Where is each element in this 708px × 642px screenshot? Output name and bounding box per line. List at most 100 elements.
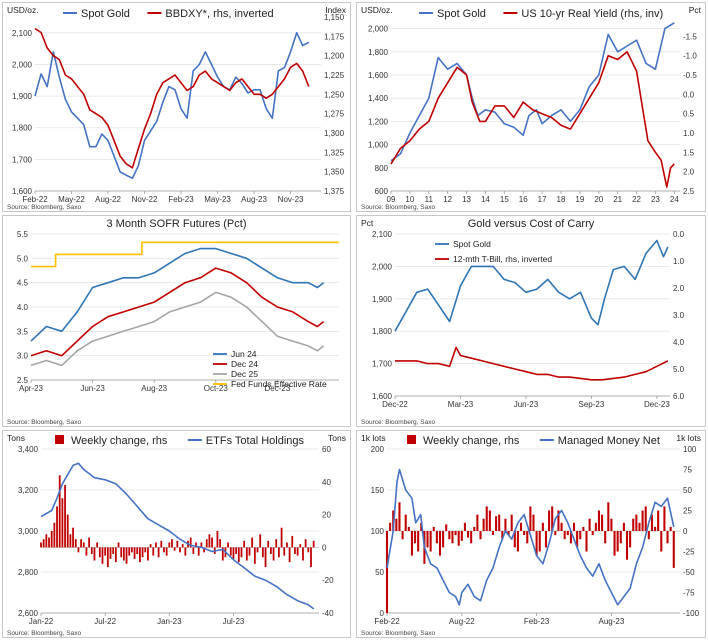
chart-title: 3 Month SOFR Futures (Pct)	[107, 218, 247, 230]
y-left-tick-label: 1,900	[372, 295, 393, 304]
y-left-tick-label: 3.0	[17, 352, 29, 361]
bar	[438, 531, 442, 556]
bar	[227, 542, 230, 548]
bar	[82, 542, 85, 548]
chart-svg: 0 50 100 150 200 -100 -75 -50 -25 0 25 50 75 100 Feb-2…	[361, 433, 701, 637]
chart-svg: 600 800 1,000 1,200 1,400 1,600 1,800 2,000 -1.5…	[361, 5, 702, 211]
legend-label: Managed Money Net	[558, 435, 660, 447]
bar	[544, 531, 548, 548]
y-right-tick-label: -20	[322, 576, 334, 585]
chart-panel-4: 1,600 1,700 1,800 1,900 2,000 2,100 0.0 1.0 2.0 3…	[356, 215, 706, 427]
chart-svg: 2,600 2,800 3,000 3,200 3,400 -40 -20 0 20 40 60 Ja…	[7, 433, 346, 637]
bar	[426, 531, 429, 548]
bar	[144, 547, 147, 553]
bar	[519, 522, 523, 531]
bar	[48, 537, 50, 548]
x-tick-label: Aug-23	[599, 617, 625, 626]
bar	[74, 539, 77, 548]
bar	[647, 531, 650, 540]
bar	[117, 542, 120, 548]
x-tick-label: Aug-23	[141, 384, 167, 393]
bar	[195, 542, 197, 548]
bar	[417, 531, 420, 552]
x-tick-label: Jun-23	[514, 400, 539, 409]
y-right-tick-label: -25	[683, 548, 695, 557]
bar	[644, 506, 647, 531]
bar	[85, 547, 88, 556]
y-right-tick-label: 1,275	[324, 110, 345, 119]
bar	[163, 547, 165, 553]
bar	[251, 537, 254, 548]
bar	[157, 547, 160, 558]
x-tick-label: Aug-22	[449, 617, 475, 626]
bar	[69, 534, 72, 548]
chart-panel-2: 600 800 1,000 1,200 1,400 1,600 1,800 2,000 -1.5…	[356, 2, 706, 212]
chart-panel-1: 1,600 1,700 1,800 1,900 2,000 2,100 1,150 1,175…	[2, 2, 351, 212]
y-left-tick-label: 3,000	[18, 527, 39, 536]
y-right-tick-label: -100	[683, 609, 700, 618]
y-right-tick-label: 2.0	[673, 284, 685, 293]
bar	[395, 518, 398, 531]
legend-swatch	[55, 435, 64, 444]
x-tick-label: Dec-22	[382, 400, 408, 409]
bar	[259, 534, 262, 548]
x-tick-label: 10	[405, 195, 414, 204]
bar	[109, 547, 112, 559]
bar	[501, 531, 504, 540]
right-axis-unit: 1k lots	[676, 433, 701, 443]
bar	[77, 547, 80, 553]
y-right-tick-label: 1,250	[324, 90, 345, 99]
x-tick-label: 21	[613, 195, 622, 204]
bar	[445, 524, 448, 531]
chart-title: Gold versus Cost of Carry	[468, 218, 595, 230]
source-note: Source: Bloomberg, Saxo	[7, 419, 81, 426]
bar	[299, 544, 302, 548]
x-tick-label: 17	[538, 195, 547, 204]
series-line	[31, 241, 339, 268]
legend-label: Weekly change, rhs	[71, 435, 168, 447]
bar	[267, 540, 270, 548]
bar	[557, 510, 560, 531]
bar	[197, 547, 200, 556]
y-left-tick-label: 200	[371, 445, 385, 454]
series-line	[390, 22, 675, 162]
bar	[597, 510, 600, 531]
bar	[53, 522, 56, 548]
bar	[401, 531, 404, 540]
bar	[563, 531, 566, 540]
bar	[269, 547, 272, 554]
bar	[66, 514, 69, 548]
x-tick-label: Apr-23	[19, 384, 44, 393]
bar	[604, 531, 607, 544]
bar	[625, 531, 629, 560]
y-right-tick-label: 50	[683, 486, 692, 495]
x-tick-label: 09	[387, 195, 396, 204]
y-left-tick-label: 1,400	[368, 94, 389, 103]
bar	[572, 522, 576, 531]
bar	[410, 531, 413, 556]
bar	[278, 547, 280, 558]
bar	[498, 514, 501, 531]
x-tick-label: 16	[519, 195, 528, 204]
bar	[192, 547, 195, 554]
y-right-tick-label: 0	[683, 527, 688, 536]
series-line	[34, 27, 310, 169]
bar	[88, 537, 91, 548]
legend-label: Jun 24	[231, 349, 257, 359]
legend-label: BBDXY*, rhs, inverted	[165, 8, 273, 20]
y-right-tick-label: 1.0	[673, 257, 685, 266]
bar	[476, 514, 479, 531]
bar	[45, 534, 48, 548]
bar	[104, 547, 107, 556]
bar	[435, 531, 438, 544]
bar	[219, 539, 221, 548]
bar	[237, 547, 240, 563]
bar	[261, 547, 264, 558]
right-axis-unit: Index	[325, 5, 347, 15]
y-right-tick-label: 20	[322, 511, 331, 520]
bar	[56, 506, 58, 548]
bar	[613, 531, 616, 556]
bar	[495, 516, 498, 531]
y-left-tick-label: 1,600	[12, 187, 33, 196]
